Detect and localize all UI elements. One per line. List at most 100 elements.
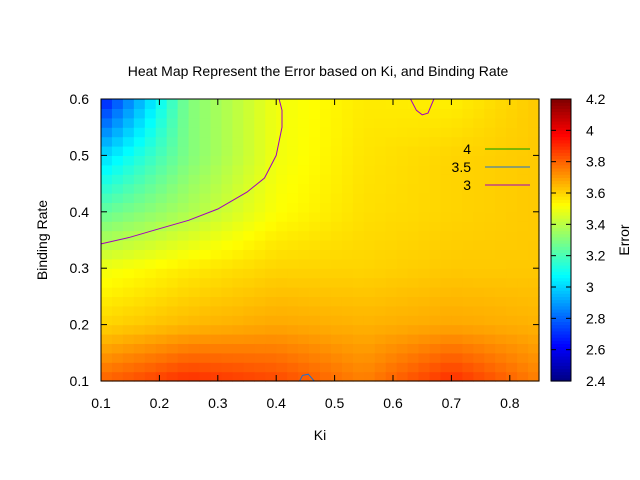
heatmap-cell: [166, 108, 179, 119]
colorbar-segment: [551, 365, 571, 370]
heatmap-cell: [254, 305, 266, 316]
heatmap-cell: [473, 221, 485, 232]
x-tick-label: 0.1: [91, 395, 111, 411]
heatmap-cell: [374, 174, 387, 185]
heatmap-cell: [155, 183, 168, 194]
colorbar-segment: [551, 280, 571, 285]
heatmap-cell: [484, 362, 496, 373]
heatmap-cell: [155, 127, 168, 138]
heatmap-cell: [517, 315, 529, 326]
heatmap-cell: [374, 324, 387, 335]
heatmap-cell: [418, 221, 431, 232]
heatmap-cell: [166, 371, 179, 382]
heatmap-cell: [473, 258, 485, 269]
heatmap-cell: [232, 136, 244, 147]
heatmap-cell: [341, 136, 354, 147]
heatmap-cell: [309, 324, 321, 335]
colorbar-segment: [551, 268, 571, 272]
y-tick-label: 0.5: [70, 147, 90, 163]
heatmap-cell: [528, 249, 540, 260]
heatmap-cell: [418, 268, 431, 279]
heatmap-cell: [199, 146, 212, 156]
heatmap-cell: [199, 183, 212, 194]
heatmap-cell: [330, 296, 343, 307]
heatmap-cell: [330, 362, 343, 373]
heatmap-cell: [440, 268, 452, 279]
heatmap-cell: [374, 230, 387, 241]
heatmap-cell: [188, 296, 201, 307]
heatmap-cell: [330, 324, 343, 335]
heatmap-cell: [309, 221, 321, 232]
heatmap-cell: [210, 99, 223, 109]
heatmap-cell: [133, 362, 146, 373]
heatmap-cell: [330, 258, 343, 269]
heatmap-cell: [352, 174, 365, 185]
heatmap-cell: [122, 211, 135, 222]
heatmap-cell: [462, 117, 474, 128]
heatmap-cell: [363, 164, 376, 175]
heatmap-cell: [352, 371, 365, 382]
heatmap-cell: [330, 211, 343, 222]
heatmap-cell: [320, 221, 332, 232]
heatmap-cell: [451, 117, 463, 128]
heatmap-cell: [506, 193, 518, 203]
heatmap-cell: [429, 221, 442, 232]
heatmap-cell: [133, 352, 146, 363]
heatmap-cell: [374, 352, 387, 363]
heatmap-cell: [363, 117, 376, 128]
heatmap-cell: [352, 155, 365, 166]
heatmap-cell: [177, 305, 190, 316]
heatmap-cell: [506, 305, 518, 316]
heatmap-cell: [199, 362, 212, 373]
heatmap-cell: [232, 240, 244, 250]
heatmap-cell: [517, 108, 529, 119]
heatmap-cell: [429, 211, 442, 222]
y-tick-label: 0.1: [70, 373, 90, 389]
heatmap-cell: [407, 277, 420, 288]
heatmap-cell: [418, 352, 431, 363]
heatmap-cell: [199, 277, 212, 288]
heatmap-cell: [155, 343, 168, 354]
heatmap-cell: [396, 230, 409, 241]
colorbar-segment: [551, 133, 571, 138]
heatmap-cell: [396, 146, 409, 156]
heatmap-cell: [309, 334, 321, 344]
heatmap-cell: [122, 362, 135, 373]
heatmap-cell: [177, 164, 190, 175]
heatmap-cell: [440, 334, 452, 344]
heatmap-cell: [265, 343, 277, 354]
heatmap-cell: [451, 164, 463, 175]
heatmap-cell: [495, 287, 507, 297]
heatmap-cell: [385, 99, 398, 109]
heatmap-cell: [309, 343, 321, 354]
heatmap-cell: [320, 296, 332, 307]
heatmap-cell: [298, 193, 310, 203]
heatmap-cell: [265, 164, 277, 175]
heatmap-cell: [429, 117, 442, 128]
heatmap-cell: [341, 362, 354, 373]
heatmap-cell: [188, 136, 201, 147]
heatmap-cell: [418, 174, 431, 185]
heatmap-cell: [374, 258, 387, 269]
heatmap-cell: [451, 315, 463, 326]
heatmap-cell: [287, 146, 299, 156]
heatmap-cell: [265, 249, 277, 260]
heatmap-cell: [374, 277, 387, 288]
heatmap-cell: [363, 277, 376, 288]
heatmap-cell: [429, 334, 442, 344]
colorbar-segment: [551, 287, 571, 291]
heatmap-cell: [440, 211, 452, 222]
heatmap-cell: [298, 202, 310, 213]
heatmap-cell: [462, 99, 474, 109]
heatmap-cell: [418, 202, 431, 213]
heatmap-cell: [111, 371, 124, 382]
heatmap-cell: [374, 362, 387, 373]
heatmap-cell: [407, 334, 420, 344]
heatmap-cell: [363, 249, 376, 260]
colorbar-segment: [551, 330, 571, 335]
heatmap-cell: [440, 296, 452, 307]
heatmap-cell: [221, 324, 233, 335]
heatmap-cell: [199, 240, 212, 250]
heatmap-cell: [352, 362, 365, 373]
colorbar-segment: [551, 340, 571, 344]
